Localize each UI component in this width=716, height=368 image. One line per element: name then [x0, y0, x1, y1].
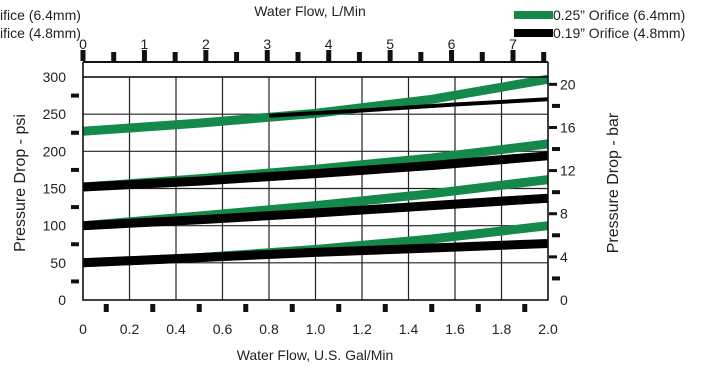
x-tick-label: 0.4 [166, 321, 186, 337]
y-minor-tick [71, 242, 79, 247]
y2-tick-label: 12 [560, 163, 576, 179]
x2-major-tick [203, 50, 209, 61]
x-minor-tick [522, 304, 528, 312]
series-line-black-100 [82, 193, 549, 231]
y-tick-label: 150 [43, 181, 67, 197]
x-minor-tick [475, 304, 481, 312]
series-line-black-150 [82, 151, 549, 192]
legend: 0.25” Orifice (6.4mm) 0.19” Orifice (4.8… [514, 7, 685, 41]
x2-minor-tick [234, 52, 240, 61]
series-line-black-225 [268, 97, 549, 118]
x-tick-label: 0.2 [120, 321, 140, 337]
series-line-black-50 [82, 239, 549, 268]
x2-tick-label: 7 [509, 36, 517, 52]
y-tick-label: 200 [43, 143, 67, 159]
x2-tick-label: 3 [263, 36, 271, 52]
x-tick-label: 1.4 [399, 321, 419, 337]
y-minor-tick [71, 279, 79, 284]
y2-minor-tick [552, 233, 560, 238]
x2-tick-label: 5 [386, 36, 394, 52]
y-minor-tick [71, 130, 79, 135]
y2-minor-tick [552, 147, 560, 152]
x2-tick-label: 2 [202, 36, 210, 52]
x2-minor-tick [295, 52, 301, 61]
series-layer [82, 74, 549, 268]
y-tick-label: 50 [50, 255, 66, 271]
legend-left-fragment-2: ifice (4.8mm) [0, 25, 81, 41]
y2-minor-tick [552, 190, 560, 195]
legend-label-black: 0.19” Orifice (4.8mm) [553, 25, 685, 41]
x2-tick-label: 6 [448, 36, 456, 52]
y2-major-tick [549, 125, 557, 129]
x-minor-tick [336, 304, 342, 312]
plot-frame [82, 61, 549, 301]
y-minor-tick [71, 93, 79, 98]
y2-tick-label: 0 [560, 292, 568, 308]
x2-major-tick [387, 50, 393, 61]
x-tick-label: 1.2 [352, 321, 372, 337]
x2-major-tick [510, 50, 516, 61]
x2-minor-tick [418, 52, 424, 61]
x-tick-label: 0.8 [259, 321, 279, 337]
y2-major-tick [549, 255, 557, 259]
x2-minor-tick [479, 52, 485, 61]
y-minor-tick [71, 205, 79, 210]
y-minor-tick [71, 167, 79, 172]
y2-tick-label: 4 [560, 249, 568, 265]
x-minor-tick [103, 304, 109, 312]
x2-major-tick [141, 50, 147, 61]
x-axis-title: Water Flow, U.S. Gal/Min [237, 347, 394, 363]
tick-marks [71, 50, 560, 312]
y2-major-tick [549, 82, 557, 86]
y2-axis-title: Pressure Drop - bar [605, 112, 622, 253]
x-tick-label: 1.8 [492, 321, 512, 337]
legend-swatch-black [514, 29, 553, 37]
x2-major-tick [326, 50, 332, 61]
x2-tick-label: 0 [79, 36, 87, 52]
x2-tick-label: 4 [325, 36, 333, 52]
x-minor-tick [243, 304, 249, 312]
x2-axis-title: Water Flow, L/Min [254, 3, 366, 19]
y-tick-label: 100 [43, 218, 67, 234]
y2-tick-label: 16 [560, 119, 576, 135]
y-tick-label: 300 [43, 69, 67, 85]
x-tick-label: 0 [79, 321, 87, 337]
x-tick-label: 1.0 [306, 321, 326, 337]
y2-tick-label: 8 [560, 206, 568, 222]
tick-labels: 0 0.2 0.4 0.6 0.8 1.0 1.2 1.4 1.6 1.8 2.0050100150… [43, 36, 576, 337]
x2-tick-label: 1 [141, 36, 149, 52]
plot-border [82, 76, 549, 301]
y-axis-title: Pressure Drop - psi [12, 114, 29, 252]
x2-major-tick [264, 50, 270, 61]
x-tick-label: 0.6 [213, 321, 233, 337]
legend-swatch-green [514, 11, 553, 19]
x2-minor-tick [111, 52, 117, 61]
x2-minor-tick [541, 52, 547, 61]
y2-tick-label: 20 [560, 76, 576, 92]
y-tick-label: 250 [43, 106, 67, 122]
y2-minor-tick [552, 276, 560, 281]
x-minor-tick [429, 304, 435, 312]
legend-left-fragment-1: ifice (6.4mm) [0, 7, 81, 23]
x2-major-tick [80, 50, 86, 61]
x-minor-tick [289, 304, 295, 312]
x-tick-label: 1.6 [445, 321, 465, 337]
y2-minor-tick [552, 103, 560, 108]
y2-major-tick [549, 169, 557, 173]
y-tick-label: 0 [58, 292, 66, 308]
y2-major-tick [549, 212, 557, 216]
x2-major-tick [449, 50, 455, 61]
x-minor-tick [150, 304, 156, 312]
x-minor-tick [382, 304, 388, 312]
x2-minor-tick [356, 52, 362, 61]
legend-label-green: 0.25” Orifice (6.4mm) [553, 7, 685, 23]
x-tick-label: 2.0 [538, 321, 558, 337]
x-minor-tick [196, 304, 202, 312]
x2-minor-tick [172, 52, 178, 61]
